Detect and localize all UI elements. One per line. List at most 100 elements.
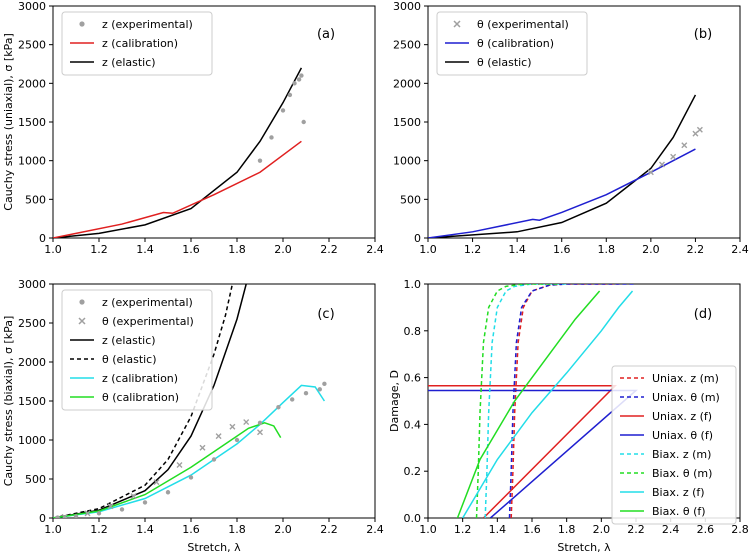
data-point [153, 479, 160, 486]
y-tick-label: 2500 [393, 39, 421, 52]
data-point [303, 391, 309, 396]
x-tick-label: 1.8 [228, 243, 246, 256]
x-tick-label: 2.0 [642, 243, 660, 256]
legend: z (experimental) θ (experimental) z (elast… [61, 289, 213, 411]
plot-area [53, 284, 327, 518]
x-tick-label: 1.0 [419, 523, 437, 536]
y-tick-label: 1000 [393, 155, 421, 168]
legend-label: z (calibration) [102, 37, 178, 50]
legend-label: Uniax. θ (f) [652, 429, 713, 442]
legend-frame [436, 11, 588, 76]
x-tick-label: 2.2 [320, 523, 338, 536]
x-tick-label: 2.4 [662, 523, 680, 536]
data-point [670, 153, 677, 160]
data-point [55, 515, 60, 518]
x-tick-label: 2.2 [687, 243, 705, 256]
x-tick-label: 2.2 [627, 523, 645, 536]
data-point [142, 500, 148, 505]
data-point [287, 92, 293, 98]
series-z-experimental [257, 73, 306, 163]
panel-d: 1.0 1.2 1.4 1.6 1.8 2.0 2.2 2.4 2.6 2.8 0.0 0.2 0.4 0… [388, 278, 749, 554]
series-uniax-f [428, 389, 638, 518]
legend-item: z (calibration) [70, 37, 178, 50]
legend-item: z (elastic) [70, 334, 156, 347]
legend-label: z (experimental) [102, 18, 193, 31]
data-point [317, 387, 322, 392]
legend-item: θ (elastic) [70, 353, 157, 366]
legend-item: z (experimental) [79, 18, 193, 31]
data-point [681, 142, 688, 149]
legend-item: z (calibration) [70, 372, 178, 385]
legend-marker [79, 21, 85, 27]
legend-label: z (calibration) [102, 372, 178, 385]
legend: z (experimental) z (calibration) z (elasti… [61, 11, 213, 76]
series-elastic [53, 284, 234, 518]
y-tick-label: 0.4 [404, 418, 422, 431]
series-biax-z-f [462, 290, 634, 518]
y-tick-label: 1500 [18, 395, 46, 408]
panel-b: 1.0 1.2 1.4 1.6 1.8 2.0 2.2 2.4 0 500 1000 1500 2000… [393, 0, 749, 256]
legend-label: θ (elastic) [477, 56, 532, 69]
y-tick-label: 2000 [393, 77, 421, 90]
data-point [301, 119, 306, 125]
legend-item: Uniax. z (f) [620, 410, 712, 423]
legend-label: θ (experimental) [477, 18, 569, 31]
legend: θ (experimental) θ (calibration) θ (elasti… [436, 11, 588, 76]
legend-label: z (experimental) [102, 296, 193, 309]
legend-label: θ (calibration) [102, 391, 179, 404]
panel-label: (d) [694, 307, 712, 322]
data-point [322, 381, 327, 387]
legend-item: θ (calibration) [70, 391, 179, 404]
y-tick-label: 2000 [18, 356, 46, 369]
data-point [215, 433, 222, 440]
data-point [211, 457, 217, 462]
data-point [130, 493, 137, 500]
plot-area [428, 284, 638, 518]
series-elastic [428, 94, 697, 238]
y-axis-label: Cauchy stress (biaxial), σ [kPa] [2, 316, 15, 487]
legend-label: Biax. z (f) [652, 486, 705, 499]
data-point [229, 423, 236, 430]
series-uniax-z-m [510, 284, 619, 518]
y-axis-label: Damage, D [388, 370, 401, 432]
data-point [176, 461, 183, 468]
legend-item: Biax. θ (m) [620, 467, 712, 480]
y-tick-label: 3000 [393, 0, 421, 13]
data-point [696, 126, 703, 133]
y-tick-label: 0 [39, 512, 46, 525]
legend-label: θ (calibration) [477, 37, 554, 50]
panel-a: 1.0 1.2 1.4 1.6 1.8 2.0 2.2 2.4 0 500 1000 1500 2000… [2, 0, 384, 256]
y-tick-label: 500 [25, 473, 46, 486]
x-axis-label: Stretch, λ [187, 541, 241, 554]
y-tick-label: 0.0 [404, 512, 422, 525]
y-tick-label: 3000 [18, 0, 46, 13]
x-tick-label: 1.4 [136, 523, 154, 536]
x-tick-label: 1.0 [44, 243, 62, 256]
x-tick-label: 1.0 [419, 243, 437, 256]
data-point [269, 135, 274, 140]
legend-item: θ (elastic) [445, 56, 532, 69]
x-tick-label: 1.0 [44, 523, 62, 536]
y-tick-label: 0.6 [404, 372, 422, 385]
panel-label: (b) [694, 27, 712, 42]
x-tick-label: 2.0 [593, 523, 611, 536]
x-tick-label: 1.4 [508, 243, 526, 256]
series-experimental [647, 126, 703, 176]
x-tick-label: 2.0 [274, 523, 292, 536]
legend-label: Uniax. z (m) [652, 372, 719, 385]
legend-label: Biax. θ (m) [652, 467, 712, 480]
x-tick-label: 1.8 [228, 523, 246, 536]
data-point [188, 475, 194, 480]
series-biax-z-m [484, 284, 567, 518]
data-point [257, 420, 263, 426]
data-point [276, 405, 281, 410]
series-experimental [61, 419, 263, 518]
series-uniax-m [508, 284, 636, 518]
x-tick-label: 1.4 [136, 243, 154, 256]
data-point [296, 77, 302, 82]
legend-label: θ (elastic) [102, 353, 157, 366]
legend-item: Uniax. z (m) [620, 372, 719, 385]
legend-frame [61, 11, 213, 76]
x-tick-label: 1.6 [182, 523, 200, 536]
x-tick-label: 1.2 [464, 243, 482, 256]
